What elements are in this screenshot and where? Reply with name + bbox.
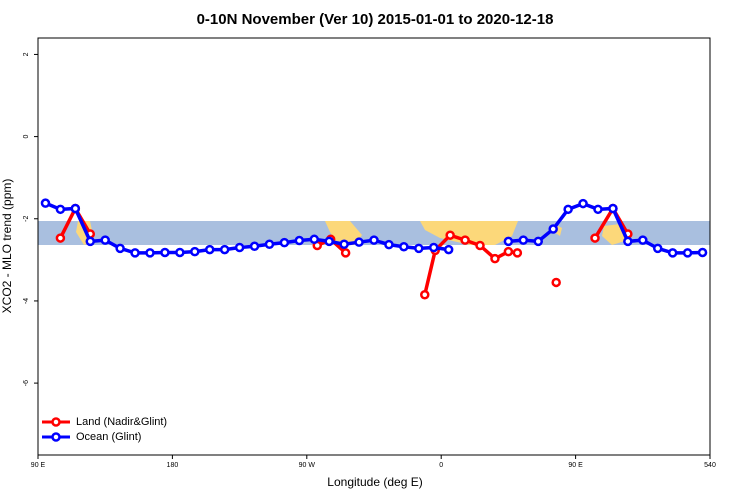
data-point [533,236,544,247]
y-tick-label: 2 [23,52,30,56]
data-point [518,235,529,245]
data-point [667,248,678,258]
x-tick-label: 90 W [299,462,316,469]
data-point [55,204,66,215]
data-point [682,248,693,258]
data-point [512,248,523,258]
data-point [578,198,588,209]
y-tick-label: 0 [23,135,30,139]
legend-label: Land (Nadir&Glint) [76,416,167,428]
y-axis-label: XCO2 - MLO trend (ppm) [0,179,14,314]
data-point [548,224,558,234]
data-point [354,237,364,247]
data-point [115,243,125,254]
data-point [324,236,334,247]
data-point [234,242,245,253]
data-point [369,235,379,245]
y-tick-label: -2 [23,216,30,222]
data-point [55,233,66,243]
x-tick-label: 90 E [31,462,46,469]
data-point [160,247,170,258]
data-point [399,241,409,252]
data-point [428,242,439,253]
data-point [190,246,200,257]
data-point [384,239,394,250]
data-point [414,243,424,254]
data-point [475,240,485,251]
data-point [130,248,140,258]
y-tick-label: -6 [23,380,30,386]
x-tick-label: 0 [439,462,443,469]
data-point [593,204,603,215]
data-point [590,233,600,243]
data-point [503,236,514,247]
data-point [340,248,351,258]
x-tick-label: 540 [704,462,716,469]
data-point [339,239,349,249]
plot-frame [37,37,711,456]
data-point [249,241,260,252]
chart-title: 0-10N November (Ver 10) 2015-01-01 to 20… [197,11,554,28]
data-point [219,244,230,255]
x-tick-label: 90 E [568,462,583,469]
data-point [40,198,51,208]
data-point [608,203,618,214]
data-point [443,244,454,255]
legend-marker [51,417,61,427]
legend-marker [51,432,61,442]
data-point [85,236,96,247]
data-point [204,244,215,255]
data-point [145,248,155,258]
data-point [697,247,708,258]
data-point [490,253,500,264]
data-point [460,235,470,245]
data-point [551,277,561,288]
data-point [563,204,573,215]
data-point [100,235,110,245]
land-shape [325,221,362,245]
data-point [279,237,290,248]
data-point [294,235,305,246]
data-point [623,236,633,247]
data-point [420,290,430,300]
data-point [264,239,275,249]
data-point [652,243,663,254]
y-tick-label: -4 [23,298,30,304]
legend-label: Ocean (Glint) [76,431,141,443]
data-point [309,234,320,245]
data-point [503,246,514,257]
data-point [638,235,648,245]
data-point [175,247,185,258]
x-axis-label: Longitude (deg E) [327,475,422,489]
data-point [445,230,455,240]
data-point [70,203,81,214]
x-tick-label: 180 [167,462,179,469]
